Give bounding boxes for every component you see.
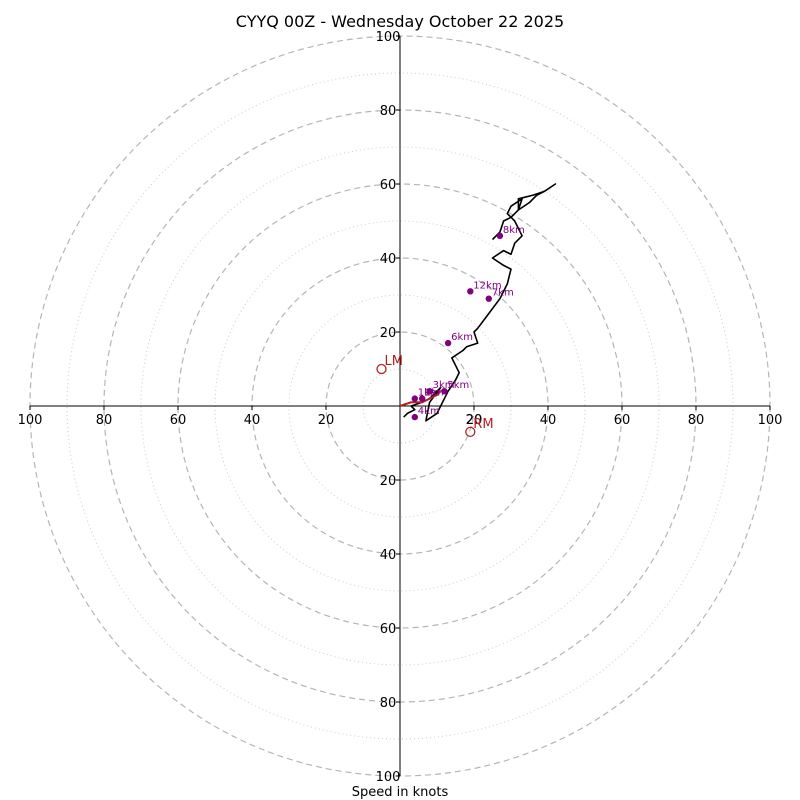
- y-tick-label: 40: [380, 252, 397, 267]
- x-tick-label: 60: [170, 413, 187, 428]
- height-marker-label: 2km: [425, 388, 447, 399]
- height-marker-point: [467, 288, 474, 295]
- y-tick-label: 100: [376, 770, 401, 785]
- height-marker-point: [496, 232, 504, 239]
- low-level-line: [399, 390, 442, 407]
- x-tick-label: 20: [318, 413, 335, 428]
- height-markers: 1km2km3km4km5km6km7km8km12km: [411, 225, 525, 421]
- x-tick-label: 40: [540, 413, 557, 428]
- y-tick-label: 20: [380, 474, 397, 489]
- x-tick-label: 80: [688, 413, 705, 428]
- height-marker-point: [441, 388, 448, 395]
- storm-motion-markers: LM RM: [376, 354, 494, 438]
- height-marker-label: 3km: [433, 380, 455, 391]
- height-marker-label: 12km: [473, 280, 501, 291]
- storm-motion-label: RM: [473, 417, 493, 432]
- y-tick-label: 20: [380, 326, 397, 341]
- x-tick-label: 40: [244, 413, 261, 428]
- height-marker-point: [419, 395, 426, 402]
- chart-title: CYYQ 00Z - Wednesday October 22 2025: [236, 12, 564, 31]
- height-marker-point: [485, 295, 492, 302]
- height-marker-point: [426, 388, 433, 395]
- center-tick-label: 20: [466, 413, 483, 428]
- x-tick-label: 80: [96, 413, 113, 428]
- hodograph-line: [403, 183, 557, 422]
- height-marker-label: 7km: [492, 288, 514, 299]
- height-marker-point: [411, 413, 418, 421]
- low-level-trace: [399, 390, 442, 407]
- y-tick-label: 40: [380, 548, 397, 563]
- x-axis-label: Speed in knots: [352, 785, 449, 800]
- y-tick-label: 60: [380, 622, 397, 637]
- x-tick-label: 60: [614, 413, 631, 428]
- height-marker-label: 6km: [451, 332, 473, 343]
- tick-labels: 100 100 100 100 80 80 80 80 60 60 60 60 40 40 40 40 20 20…: [18, 30, 783, 785]
- height-marker-point: [411, 395, 418, 402]
- y-tick-label: 80: [380, 696, 397, 711]
- x-tick-label: 20: [466, 413, 483, 428]
- y-tick-label: 100: [376, 30, 401, 45]
- height-marker-label: 8km: [503, 225, 525, 236]
- height-marker-label: 5km: [447, 380, 469, 391]
- storm-motion-point: [465, 426, 476, 438]
- height-marker-point: [444, 339, 452, 347]
- storm-motion-label: LM: [385, 354, 403, 369]
- storm-motion-point: [376, 363, 387, 375]
- height-marker-label: 4km: [418, 406, 440, 417]
- x-tick-label: 100: [18, 413, 43, 428]
- y-tick-label: 80: [380, 104, 397, 119]
- hodograph-trace: [403, 183, 557, 422]
- y-tick-label: 60: [380, 178, 397, 193]
- x-tick-label: 100: [758, 413, 783, 428]
